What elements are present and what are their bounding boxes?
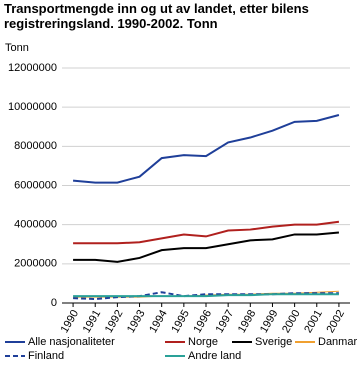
x-tick-label: 1997: [214, 308, 237, 335]
x-tick-label: 1998: [236, 308, 259, 335]
chart-title: Transportmengde inn og ut av landet, ett…: [4, 1, 309, 31]
x-tick-label: 2001: [302, 308, 325, 335]
x-tick-label: 1992: [103, 308, 126, 335]
y-tick-label: 10000000: [8, 101, 57, 113]
y-tick-label: 2000000: [14, 258, 57, 270]
y-tick-label: 8000000: [14, 140, 57, 152]
y-tick-label: 4000000: [14, 219, 57, 231]
legend-label: Sverige: [255, 336, 292, 348]
x-tick-label: 2000: [280, 308, 303, 335]
legend-label: Danmark: [318, 336, 357, 348]
x-tick-label: 2002: [324, 308, 347, 335]
series-line: [73, 220, 340, 245]
legend-label: Alle nasjonaliteter: [28, 336, 115, 348]
x-tick-label: 1993: [125, 308, 148, 335]
series-line: [72, 114, 340, 184]
legend-label: Norge: [188, 336, 218, 348]
y-tick-label: 6000000: [14, 179, 57, 191]
x-tick-label: 1991: [81, 308, 104, 335]
x-tick-label: 1990: [59, 308, 82, 335]
y-tick-label: 0: [51, 297, 57, 309]
legend-label: Andre land: [188, 350, 241, 362]
y-tick-label: 12000000: [8, 62, 57, 74]
x-tick-label: 1996: [191, 308, 214, 335]
series-line: [73, 231, 340, 263]
y-axis-label: Tonn: [5, 42, 29, 54]
legend-label: Finland: [28, 350, 64, 362]
series-line: [73, 293, 339, 298]
x-tick-label: 1994: [147, 308, 170, 335]
x-tick-label: 1995: [169, 308, 192, 335]
x-tick-label: 1999: [258, 308, 281, 335]
